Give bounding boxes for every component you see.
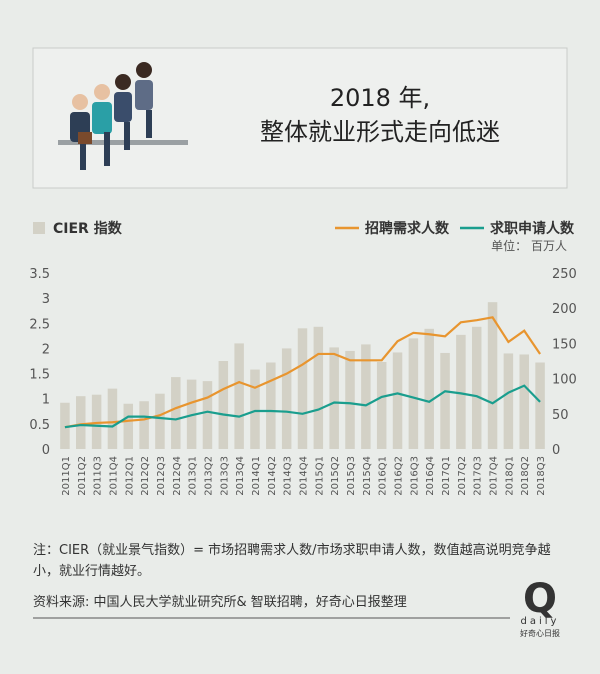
x-tick-label: 2015Q2 [330, 456, 341, 496]
bar [440, 352, 450, 449]
x-tick-label: 2017Q1 [441, 456, 452, 496]
x-tick-label: 2016Q1 [378, 456, 389, 496]
bar [234, 343, 244, 449]
bar [392, 352, 403, 449]
bar [456, 334, 466, 449]
legend-label: CIER 指数 [53, 220, 123, 237]
y-tick-label: 0 [42, 443, 50, 458]
legend-label: 求职申请人数 [490, 220, 575, 237]
illustration [58, 62, 188, 170]
x-tick-label: 2018Q2 [520, 456, 531, 496]
bar [519, 354, 529, 449]
bar [503, 353, 514, 449]
bar [250, 369, 260, 449]
y-tick-label: 3 [42, 292, 50, 307]
bar [60, 402, 70, 449]
x-tick-label: 2017Q3 [473, 456, 484, 496]
x-tick-label: 2012Q4 [172, 456, 183, 496]
x-tick-label: 2014Q4 [299, 456, 310, 496]
x-tick-label: 2017Q4 [489, 456, 500, 496]
brand-mark: Q [523, 576, 557, 622]
bar [123, 403, 134, 449]
bar [202, 381, 213, 449]
x-tick-label: 2016Q3 [409, 456, 420, 496]
x-tick-label: 2012Q2 [140, 456, 151, 496]
bar [297, 328, 308, 449]
y2-tick-label: 0 [552, 443, 560, 458]
bar [376, 362, 387, 449]
line [64, 384, 541, 429]
x-tick-label: 2011Q1 [61, 456, 72, 496]
x-tick-label: 2016Q2 [394, 456, 405, 496]
chart-title: 整体就业形式走向低迷 [260, 118, 500, 146]
brand-name: 好奇心日报 [520, 628, 560, 638]
bar [155, 393, 165, 449]
brand-word: daily [521, 616, 560, 627]
y-tick-label: 2.5 [29, 317, 50, 332]
y-tick-label: 1.5 [29, 368, 50, 383]
x-tick-label: 2017Q2 [457, 456, 468, 496]
bar [329, 347, 339, 449]
bar [218, 361, 229, 449]
x-tick-label: 2018Q1 [504, 456, 515, 496]
bar [487, 302, 498, 449]
bar [424, 328, 434, 449]
x-tick-label: 2014Q3 [283, 456, 294, 496]
y2-tick-label: 50 [552, 408, 569, 423]
x-tick-label: 2014Q2 [267, 456, 278, 496]
x-tick-label: 2011Q2 [77, 456, 88, 496]
bar [345, 350, 355, 449]
y-tick-label: 3.5 [29, 267, 50, 282]
legend-swatch [33, 222, 45, 234]
x-tick-label: 2018Q3 [536, 456, 547, 496]
y-tick-label: 2 [42, 342, 50, 357]
bar [535, 362, 545, 449]
y2-tick-label: 250 [552, 267, 577, 282]
x-tick-label: 2013Q4 [235, 456, 246, 496]
chart-title: 2018 年, [330, 84, 430, 112]
note: 注：CIER（就业景气指数）= 市场招聘需求人数/市场求职申请人数，数值越高说明… [33, 543, 551, 579]
x-tick-label: 2015Q4 [362, 456, 373, 496]
x-tick-label: 2015Q1 [314, 456, 325, 496]
bar [281, 348, 292, 449]
brand: Q daily 好奇心日报 [520, 576, 560, 638]
y-tick-label: 0.5 [29, 418, 50, 433]
bar [408, 338, 419, 449]
bar [139, 401, 149, 449]
x-tick-label: 2013Q1 [188, 456, 199, 496]
bar [171, 377, 181, 449]
unit-label: 单位： 百万人 [491, 238, 567, 253]
bar [107, 388, 118, 449]
bar [471, 326, 482, 449]
x-tick-label: 2015Q3 [346, 456, 357, 496]
line [64, 316, 541, 429]
x-tick-label: 2014Q1 [251, 456, 262, 496]
y2-tick-label: 200 [552, 302, 577, 317]
bar [313, 326, 324, 449]
x-tick-label: 2013Q3 [219, 456, 230, 496]
bar [76, 396, 86, 449]
bar [266, 362, 276, 449]
x-tick-label: 2012Q3 [156, 456, 167, 496]
x-tick-label: 2012Q1 [124, 456, 135, 496]
y2-tick-label: 100 [552, 373, 577, 388]
source: 资料来源: 中国人民大学就业研究所& 智联招聘，好奇心日报整理 [33, 595, 407, 610]
y2-tick-label: 150 [552, 337, 577, 352]
y-tick-label: 1 [42, 393, 50, 408]
x-tick-label: 2016Q4 [425, 456, 436, 496]
bar [91, 394, 102, 449]
x-tick-label: 2013Q2 [203, 456, 214, 496]
legend-label: 招聘需求人数 [365, 220, 450, 237]
x-tick-label: 2011Q4 [108, 456, 119, 496]
x-tick-label: 2011Q3 [93, 456, 104, 496]
bar [361, 344, 371, 449]
